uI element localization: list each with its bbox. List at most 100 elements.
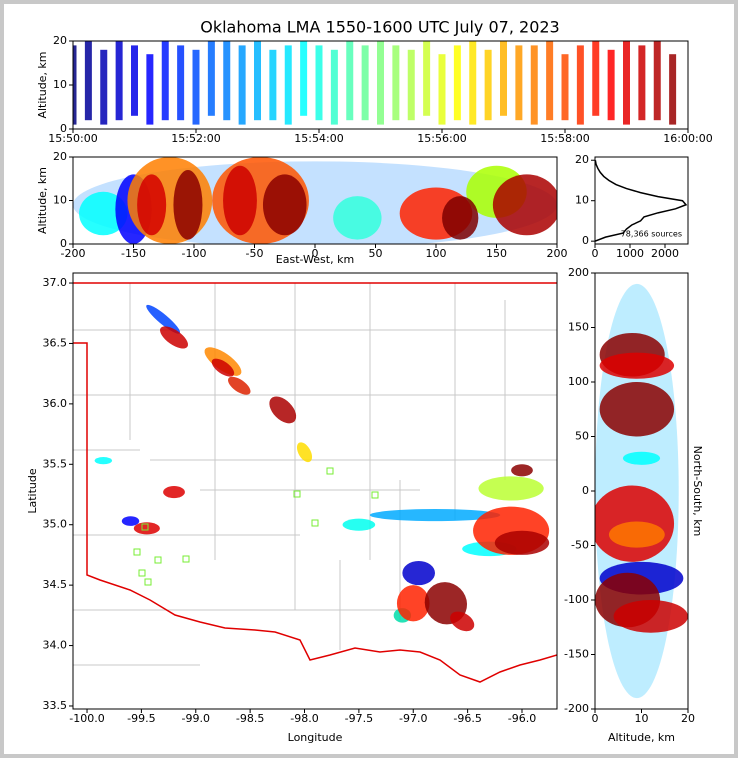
source-strip [146, 54, 154, 125]
x-tick-label: 15:50:00 [48, 132, 97, 145]
x-tick-label: 0 [312, 247, 319, 260]
x-tick-label: -100 [182, 247, 207, 260]
y-tick-label: 35.0 [43, 518, 68, 531]
source-strip [269, 49, 277, 121]
source-cluster [121, 516, 140, 526]
source-cluster [133, 522, 160, 535]
y-tick-label: 34.0 [43, 639, 68, 652]
source-strip [561, 54, 569, 121]
source-strip [407, 49, 415, 121]
y-tick-label: 20 [575, 153, 589, 166]
source-strip [330, 49, 338, 125]
source-strip [638, 45, 646, 121]
x-axis-label: Altitude, km [608, 731, 675, 744]
y-tick-label: 34.5 [43, 578, 68, 591]
source-strip [161, 41, 169, 121]
x-tick-label: 150 [486, 247, 507, 260]
y-tick-label: -50 [571, 539, 589, 552]
station [326, 467, 334, 475]
y-tick-label: 100 [568, 375, 589, 388]
counties [73, 283, 557, 666]
x-tick-label: -150 [121, 247, 146, 260]
x-tick-label: 0 [592, 712, 599, 725]
y-axis-label: Latitude [26, 468, 39, 514]
y-tick-label: 150 [568, 321, 589, 334]
x-tick-label: -99.5 [127, 712, 155, 725]
plot-area [73, 157, 557, 244]
source-cluster [613, 600, 688, 633]
station [311, 519, 319, 527]
y-tick-label: 10 [53, 194, 67, 207]
source-cluster [396, 585, 430, 622]
source-cluster [94, 457, 113, 465]
source-strip [361, 45, 369, 121]
source-cluster [450, 611, 475, 632]
y-tick-label: 36.0 [43, 397, 68, 410]
source-cluster [269, 396, 297, 424]
source-strip [515, 45, 523, 121]
source-strip [377, 41, 384, 125]
state-border [73, 342, 557, 683]
x-tick-label: 10 [635, 712, 649, 725]
source-strip [484, 49, 492, 121]
plot-area [595, 160, 688, 242]
source-strip [623, 41, 630, 125]
station [138, 569, 146, 577]
y-tick-label: 0 [60, 237, 67, 250]
source-strip [115, 41, 123, 121]
y-axis-label: Altitude, km [36, 51, 49, 118]
x-tick-label: 100 [426, 247, 447, 260]
source-strip [653, 41, 661, 121]
source-strip [392, 45, 400, 121]
station [133, 548, 141, 556]
x-tick-label: 15:58:00 [540, 132, 589, 145]
source-cluster [599, 352, 675, 379]
source-strip [254, 41, 261, 121]
source-cluster [511, 464, 533, 477]
y-tick-label: 0 [60, 122, 67, 135]
x-tick-label: -100.0 [69, 712, 104, 725]
y-tick-label: 50 [575, 430, 589, 443]
source-cluster [160, 326, 189, 349]
plot-area [595, 283, 688, 699]
source-strip [669, 54, 677, 125]
x-tick-label: -96.0 [508, 712, 536, 725]
source-cluster [342, 518, 376, 531]
source-strip [73, 45, 77, 125]
y-tick-label: 33.5 [43, 699, 68, 712]
station [144, 578, 152, 586]
x-tick-label: 50 [369, 247, 383, 260]
x-tick-label: -97.0 [399, 712, 427, 725]
source-cluster [442, 196, 479, 240]
source-strip [576, 45, 584, 125]
y-axis-label: North-South, km [691, 446, 704, 537]
source-strip [500, 41, 507, 116]
altitude-histogram [595, 160, 688, 242]
y-tick-label: 10 [53, 78, 67, 91]
y-tick-label: -100 [564, 593, 589, 606]
y-tick-label: 35.5 [43, 457, 68, 470]
source-strip [300, 41, 308, 116]
source-strip [423, 41, 431, 116]
source-cluster [599, 382, 675, 437]
x-tick-label: 2000 [651, 247, 679, 260]
x-tick-label: 16:00:00 [663, 132, 712, 145]
source-strip [592, 41, 600, 116]
source-cluster [622, 451, 661, 465]
source-strip [453, 45, 461, 121]
source-strip [315, 45, 323, 121]
source-strip [131, 45, 138, 116]
source-cluster [494, 530, 550, 555]
x-tick-label: 20 [681, 712, 695, 725]
y-tick-label: 37.0 [43, 276, 68, 289]
source-cluster [333, 196, 382, 240]
source-strip [223, 41, 231, 121]
chart-title: Oklahoma LMA 1550-1600 UTC July 07, 2023 [200, 18, 559, 37]
y-tick-label: 0 [582, 484, 589, 497]
x-tick-label: 200 [547, 247, 568, 260]
x-tick-label: 15:52:00 [171, 132, 220, 145]
station [182, 555, 190, 563]
source-cluster [296, 442, 313, 463]
station [371, 491, 379, 499]
